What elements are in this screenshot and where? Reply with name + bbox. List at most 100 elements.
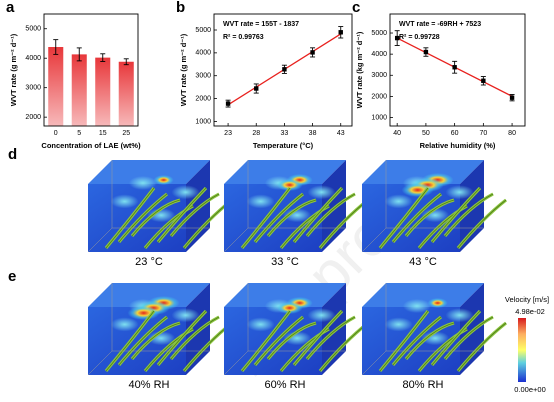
y-tick-label: 4000 [195, 50, 211, 57]
box-wire [361, 160, 484, 253]
box-side [322, 283, 346, 375]
fiber-shade [392, 193, 442, 243]
y-tick-label: 3000 [371, 72, 387, 79]
annotation: WVT rate = 155T - 1837 [223, 21, 299, 28]
x-tick-label: 0 [54, 130, 58, 137]
flow-spot [283, 331, 312, 346]
x-tick-label: 23 [224, 130, 232, 137]
annotation: WVT rate = -69RH + 7523 [399, 21, 481, 28]
point [225, 101, 231, 106]
simulation-image [361, 160, 507, 253]
bar [71, 54, 87, 126]
fiber-shade [457, 199, 507, 249]
box-wire [361, 283, 484, 376]
point [254, 86, 259, 91]
caption: 33 °C [271, 256, 299, 268]
hot-spot [276, 179, 303, 191]
x-tick-label: 43 [337, 130, 345, 137]
point [282, 67, 287, 72]
flow-spot [307, 308, 336, 323]
hot-spot [427, 298, 448, 308]
fiber-shade [379, 187, 429, 249]
fiber-shade [118, 316, 168, 366]
fiber-shade [105, 187, 155, 249]
box-side [460, 283, 484, 375]
colorbar [518, 318, 526, 382]
box-wire [87, 160, 210, 253]
flow-spot [445, 185, 474, 200]
y-axis-label: WVT rate (g m⁻² d⁻¹) [9, 33, 18, 106]
flow-spot [128, 176, 157, 190]
y-tick-label: 4000 [25, 55, 41, 62]
bar [48, 47, 64, 126]
point [394, 35, 400, 41]
fiber-shade [170, 193, 220, 237]
point [423, 49, 429, 55]
flow-spot [283, 208, 312, 223]
y-tick-label: 3000 [195, 73, 211, 80]
box-wire [223, 160, 346, 253]
annotation: R² = 0.99728 [399, 34, 440, 41]
simulation-image [223, 160, 369, 253]
caption: 43 °C [409, 256, 437, 268]
fiber-shade [444, 193, 494, 237]
box-top [362, 283, 484, 307]
y-tick-label: 3000 [25, 85, 41, 92]
box-top [88, 160, 210, 184]
panel-label: e [8, 268, 16, 285]
bar [95, 57, 111, 127]
flow-spot [421, 331, 450, 346]
flow-spot [307, 185, 336, 200]
x-axis-label: Temperature (°C) [253, 141, 314, 150]
hot-spot [401, 183, 434, 197]
fiber-shade [306, 193, 356, 237]
fiber-shade [405, 322, 455, 360]
fiber-shade [379, 310, 429, 372]
fiber-shade [118, 193, 168, 243]
x-tick-label: 70 [479, 130, 487, 137]
box-side [186, 283, 210, 375]
fiber-shade [254, 316, 304, 366]
flow-spot [171, 185, 200, 200]
simulation-image [87, 283, 233, 376]
y-tick-label: 5000 [195, 27, 211, 34]
fiber-shade [306, 316, 356, 360]
hot-spot [276, 302, 303, 314]
annotation: R² = 0.99763 [223, 34, 264, 41]
hot-spot [153, 175, 174, 185]
fiber-shade [405, 199, 455, 237]
flow-spot [421, 208, 450, 223]
point [452, 65, 457, 70]
simulation-image [87, 160, 233, 253]
y-axis-label: WVT rate (kg m⁻² d⁻¹) [355, 31, 364, 108]
fiber-shade [105, 310, 155, 372]
x-tick-label: 80 [508, 130, 516, 137]
flow-spot [171, 308, 200, 323]
x-tick-label: 60 [451, 130, 459, 137]
point [338, 30, 343, 35]
panel-label: d [8, 146, 17, 163]
fiber-shade [431, 310, 481, 366]
box-top [224, 160, 346, 184]
fiber-shade [157, 187, 207, 243]
fiber-shade [131, 199, 181, 237]
axis-frame [43, 13, 139, 127]
x-axis-label: Relative humidity (%) [420, 141, 496, 150]
x-tick-label: 33 [281, 130, 289, 137]
caption: 80% RH [403, 379, 444, 391]
fiber-shade [444, 316, 494, 360]
caption: 40% RH [129, 379, 170, 391]
y-axis-label: WVT rate (g m⁻² d⁻¹) [179, 33, 188, 106]
box-side [322, 160, 346, 252]
fiber-shade [131, 322, 181, 360]
y-tick-label: 4000 [371, 51, 387, 58]
fiber-shade [241, 310, 291, 372]
colorbar-title: Velocity [m/s] [505, 295, 549, 304]
fiber-shade [157, 310, 207, 366]
panel-label: a [6, 0, 15, 16]
box-top [362, 160, 484, 184]
flow-spot [384, 317, 413, 332]
flow-spot [402, 299, 431, 313]
